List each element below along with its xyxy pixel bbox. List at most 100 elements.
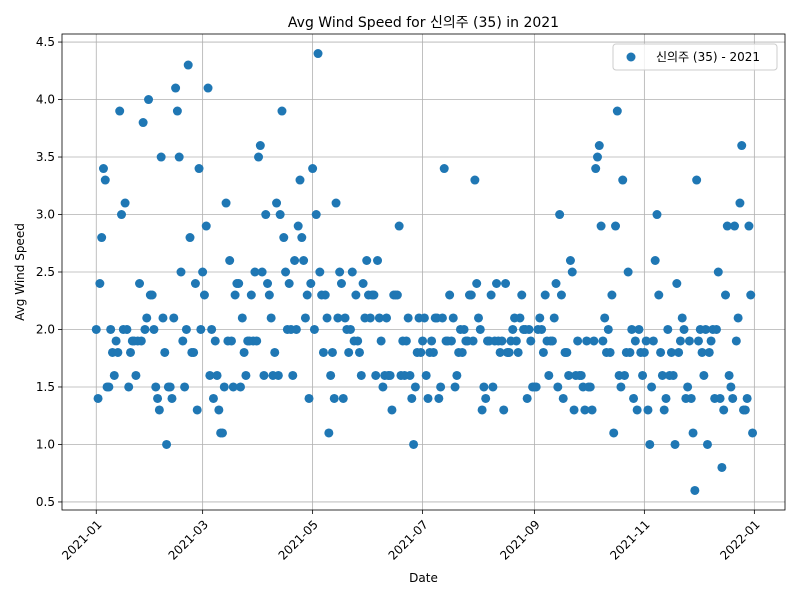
legend-label: 신의주 (35) - 2021 (656, 50, 760, 64)
data-point (344, 347, 354, 357)
data-point (136, 336, 146, 346)
data-point (373, 256, 383, 265)
data-point (205, 370, 215, 380)
y-axis-label: Avg Wind Speed (13, 223, 27, 321)
data-point (492, 279, 502, 288)
data-point (154, 405, 164, 415)
data-point (250, 267, 260, 277)
data-point (178, 336, 188, 346)
data-point (416, 347, 426, 357)
data-point (647, 382, 657, 392)
data-point (259, 370, 269, 380)
data-point (582, 336, 592, 346)
data-point (277, 106, 287, 116)
data-point (735, 198, 745, 208)
data-point (385, 370, 395, 380)
data-point (109, 370, 119, 380)
data-point (547, 336, 557, 346)
data-point (641, 336, 651, 346)
data-point (407, 393, 417, 403)
data-point (306, 279, 316, 288)
data-point (246, 290, 256, 300)
data-point (436, 382, 446, 392)
y-tick-label: 4.5 (36, 35, 55, 49)
data-point (448, 313, 458, 323)
data-point (326, 370, 336, 380)
data-point (692, 175, 702, 185)
data-point (203, 83, 213, 93)
data-point (537, 324, 547, 334)
data-point (181, 324, 191, 334)
data-point (264, 290, 274, 300)
data-point (592, 152, 602, 162)
data-point (291, 324, 301, 334)
data-point (668, 370, 678, 380)
data-point (634, 324, 644, 334)
data-point (192, 405, 202, 415)
y-tick-label: 2.5 (36, 265, 55, 279)
data-point (659, 405, 669, 415)
data-point (254, 152, 264, 162)
x-axis-label: Date (409, 571, 438, 585)
data-point (171, 83, 181, 93)
data-point (272, 198, 282, 208)
data-point (237, 313, 247, 323)
data-point (721, 290, 730, 300)
data-point (226, 336, 236, 346)
data-point (715, 393, 725, 403)
data-point (299, 256, 309, 265)
data-point (466, 290, 476, 300)
data-point (378, 382, 388, 392)
data-point (138, 118, 148, 128)
data-point (697, 347, 707, 357)
data-point (374, 313, 384, 323)
data-point (351, 290, 361, 300)
data-point (151, 382, 161, 392)
data-point (499, 405, 509, 415)
data-point (638, 370, 648, 380)
data-point (661, 393, 671, 403)
data-point (158, 313, 168, 323)
data-point (643, 405, 653, 415)
data-point (336, 279, 346, 288)
data-point (327, 347, 337, 357)
data-point (620, 370, 630, 380)
data-point (569, 405, 579, 415)
data-point (573, 336, 583, 346)
data-point (679, 324, 689, 334)
data-point (495, 347, 505, 357)
data-point (724, 370, 734, 380)
y-tick-label: 1.5 (36, 380, 55, 394)
data-point (93, 393, 103, 403)
data-point (731, 336, 741, 346)
data-point (219, 382, 229, 392)
data-point (576, 370, 586, 380)
data-point (131, 370, 141, 380)
y-tick-label: 1.0 (36, 437, 55, 451)
data-point (654, 290, 664, 300)
chart-title: Avg Wind Speed for 신의주 (35) in 2021 (288, 15, 559, 31)
data-point (627, 324, 637, 334)
data-point (106, 324, 116, 334)
data-point (683, 382, 693, 392)
data-point (670, 439, 680, 449)
data-point (657, 370, 667, 380)
data-point (564, 370, 574, 380)
data-point (410, 382, 420, 392)
data-point (313, 49, 323, 59)
data-point (706, 336, 716, 346)
data-point (234, 279, 244, 288)
data-point (288, 370, 298, 380)
data-point (479, 382, 489, 392)
data-point (239, 347, 249, 357)
data-point (421, 370, 431, 380)
data-point (382, 313, 392, 323)
y-tick-label: 3.0 (36, 208, 55, 222)
data-point (526, 336, 536, 346)
data-point (196, 324, 206, 334)
data-point (470, 175, 480, 185)
data-point (322, 313, 332, 323)
data-point (746, 290, 756, 300)
data-point (600, 313, 610, 323)
data-point (419, 313, 429, 323)
